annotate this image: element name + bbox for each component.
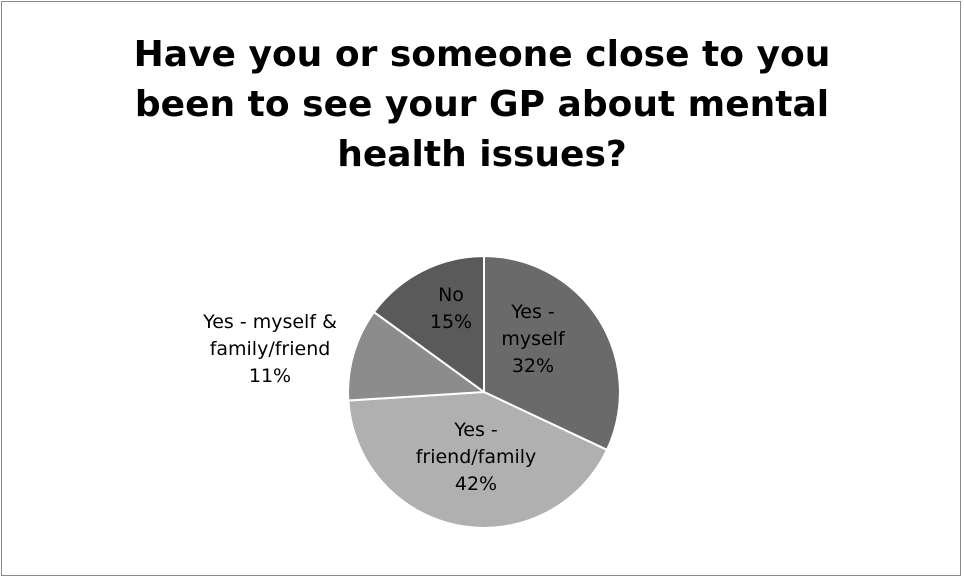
chart-title-line-1: Have you or someone close to you — [133, 34, 831, 75]
pie-slice-label-0: Yes - myself 32% — [501, 301, 566, 377]
pie-slice-category-0-0: Yes - — [510, 301, 555, 323]
pie-slice-category-2-1: family/friend — [210, 338, 331, 360]
pie-labels: Yes -myself 32%Yes -friend/family 42%Yes -… — [202, 284, 566, 495]
pie-slice-label-1: Yes - friend/family 42% — [416, 419, 537, 495]
pie-slice-category-1-1: friend/family — [416, 446, 537, 468]
pie-slice-category-0-1: myself — [501, 328, 566, 350]
chart-title: Have you or someone close to you been to… — [0, 30, 964, 180]
pie-slice-category-3-0: No — [438, 284, 464, 306]
pie-slice-label-2: Yes - myself & family/friend 11% — [202, 311, 337, 387]
pie-slice-label-3: No 15% — [430, 284, 472, 333]
pie-slice-value-1: 42% — [455, 473, 497, 495]
pie-slice-category-1-0: Yes - — [453, 419, 498, 441]
chart-title-line-2: been to see your GP about mental — [134, 84, 830, 125]
pie-slice-value-2: 11% — [249, 365, 291, 387]
pie-slice-category-2-0: Yes - myself & — [202, 311, 337, 333]
chart-title-line-3: health issues? — [337, 134, 627, 175]
pie-slice-value-0: 32% — [512, 355, 554, 377]
pie-slice-value-3: 15% — [430, 311, 472, 333]
pie-slices — [347, 254, 621, 529]
pie-rim — [347, 255, 621, 529]
